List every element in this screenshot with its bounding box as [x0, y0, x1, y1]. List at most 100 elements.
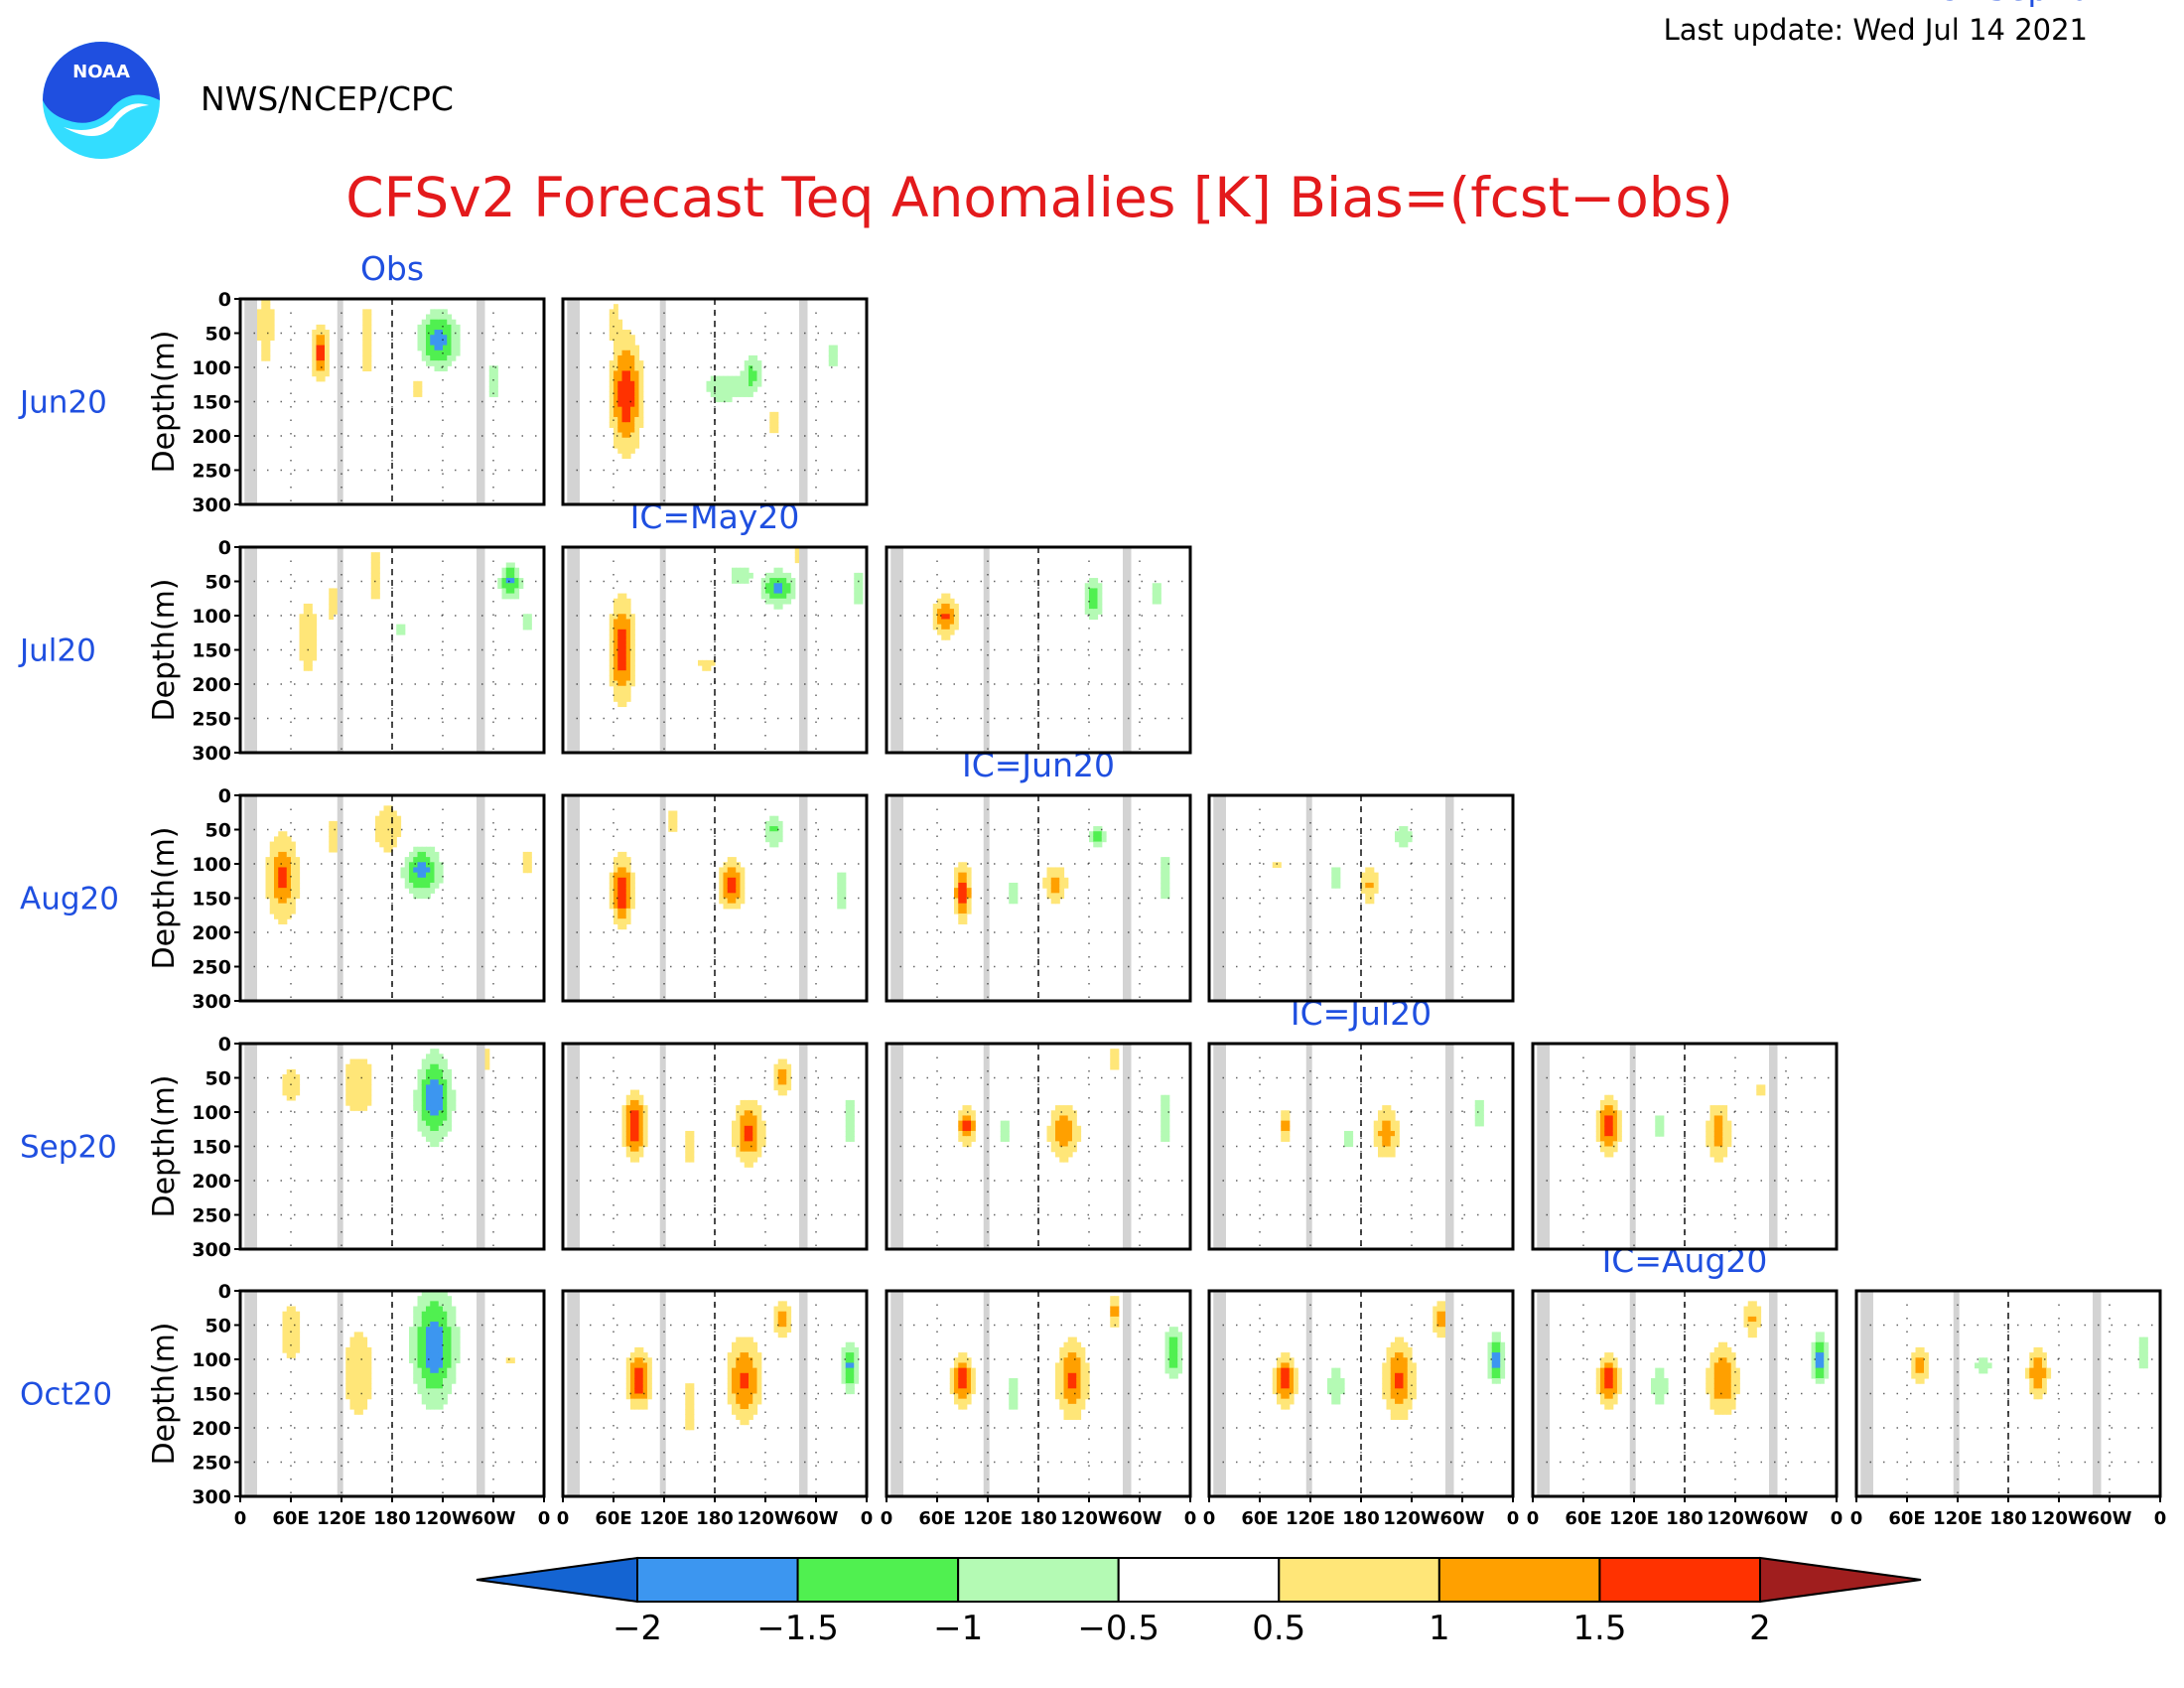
anomaly-cell	[962, 1141, 968, 1148]
anomaly-cell	[841, 1367, 847, 1374]
land-band	[244, 299, 257, 504]
anomaly-cell	[413, 882, 419, 889]
anomaly-cell	[841, 872, 847, 879]
anomaly-cell	[375, 572, 380, 579]
anomaly-cell	[434, 330, 440, 336]
anomaly-cell	[274, 898, 279, 905]
anomaly-cell	[689, 1156, 695, 1163]
anomaly-cell	[1378, 1130, 1383, 1137]
anomaly-cell	[1730, 1352, 1736, 1358]
anomaly-cell	[443, 309, 448, 316]
anomaly-cell	[1407, 1377, 1413, 1384]
anomaly-cell	[1919, 1352, 1925, 1358]
anomaly-cell	[2138, 1336, 2144, 1343]
anomaly-cell	[617, 422, 623, 428]
anomaly-cell	[286, 908, 292, 914]
anomaly-cell	[392, 841, 397, 848]
anomaly-cell	[451, 1311, 457, 1318]
anomaly-cell	[447, 1388, 453, 1395]
anomaly-cell	[430, 872, 436, 879]
land-band	[890, 795, 903, 1001]
anomaly-cell	[625, 335, 631, 341]
anomaly-cell	[1600, 1372, 1605, 1379]
anomaly-cell	[756, 1125, 762, 1132]
anomaly-cell	[614, 898, 618, 905]
anomaly-cell	[621, 696, 627, 702]
anomaly-cell	[421, 330, 427, 336]
anomaly-cell	[1063, 1367, 1069, 1374]
anomaly-cell	[349, 1068, 355, 1075]
anomaly-cell	[614, 324, 618, 331]
anomaly-cell	[756, 1120, 762, 1127]
anomaly-cell	[1373, 1125, 1379, 1132]
anomaly-cell	[1919, 1362, 1925, 1369]
anomaly-field	[625, 1301, 860, 1431]
anomaly-cell	[630, 639, 635, 645]
anomaly-cell	[1824, 1346, 1830, 1353]
anomaly-cell	[765, 836, 770, 843]
anomaly-cell	[1815, 1357, 1821, 1364]
anomaly-cell	[349, 1367, 355, 1374]
anomaly-cell	[634, 1377, 640, 1384]
anomaly-cell	[966, 1357, 972, 1364]
anomaly-cell	[1612, 1099, 1618, 1106]
anomaly-cell	[617, 690, 623, 697]
anomaly-cell	[621, 1110, 627, 1117]
anomaly-cell	[941, 614, 947, 621]
anomaly-cell	[958, 877, 964, 884]
anomaly-cell	[621, 340, 627, 347]
anomaly-cell	[1911, 1372, 1917, 1379]
anomaly-cell	[413, 846, 419, 853]
anomaly-cell	[269, 851, 275, 858]
anomaly-cell	[625, 649, 631, 656]
anomaly-cell	[621, 914, 627, 919]
anomaly-cell	[417, 1332, 423, 1338]
anomaly-cell	[434, 1301, 440, 1308]
anomaly-cell	[740, 370, 746, 377]
anomaly-cell	[727, 882, 733, 889]
anomaly-cell	[782, 1332, 787, 1338]
anomaly-cell	[617, 335, 623, 341]
anomaly-cell	[1084, 588, 1090, 595]
anomaly-cell	[447, 1296, 453, 1302]
anomaly-cell	[941, 593, 947, 600]
anomaly-cell	[282, 908, 288, 914]
anomaly-cell	[1659, 1393, 1665, 1400]
anomaly-cell	[1390, 1115, 1396, 1122]
anomaly-cell	[1055, 1105, 1060, 1111]
anomaly-cell	[1824, 1372, 1830, 1379]
anomaly-cell	[630, 872, 635, 879]
anomaly-cell	[1604, 1383, 1610, 1389]
anomaly-cell	[396, 826, 402, 832]
anomaly-cell	[634, 365, 640, 372]
anomaly-cell	[854, 1377, 860, 1384]
anomaly-cell	[421, 1322, 427, 1328]
anomaly-cell	[630, 1352, 635, 1358]
anomaly-cell	[638, 1125, 644, 1132]
anomaly-cell	[1487, 1352, 1493, 1358]
anomaly-cell	[642, 1136, 648, 1142]
anomaly-cell	[333, 820, 339, 827]
anomaly-cell	[617, 877, 623, 884]
anomaly-cell	[1815, 1367, 1821, 1374]
anomaly-cell	[1382, 1120, 1388, 1127]
anomaly-cell	[362, 1058, 368, 1065]
anomaly-cell	[621, 330, 627, 336]
anomaly-cell	[400, 867, 406, 874]
anomaly-cell	[732, 1362, 737, 1369]
anomaly-cell	[1063, 1403, 1069, 1410]
panel-frame	[1531, 1042, 1839, 1251]
anomaly-cell	[451, 1372, 457, 1379]
anomaly-cell	[773, 567, 779, 574]
anomaly-cell	[291, 1341, 296, 1348]
anomaly-cell	[484, 1063, 490, 1070]
anomaly-cell	[1403, 1372, 1409, 1379]
anomaly-cell	[1595, 1367, 1601, 1374]
row-label: Jun20	[18, 385, 107, 421]
anomaly-cell	[1080, 1362, 1086, 1369]
anomaly-cell	[625, 680, 631, 687]
anomaly-cell	[621, 432, 627, 439]
anomaly-cell	[614, 411, 618, 418]
anomaly-cell	[392, 810, 397, 817]
anomaly-cell	[447, 1125, 453, 1132]
